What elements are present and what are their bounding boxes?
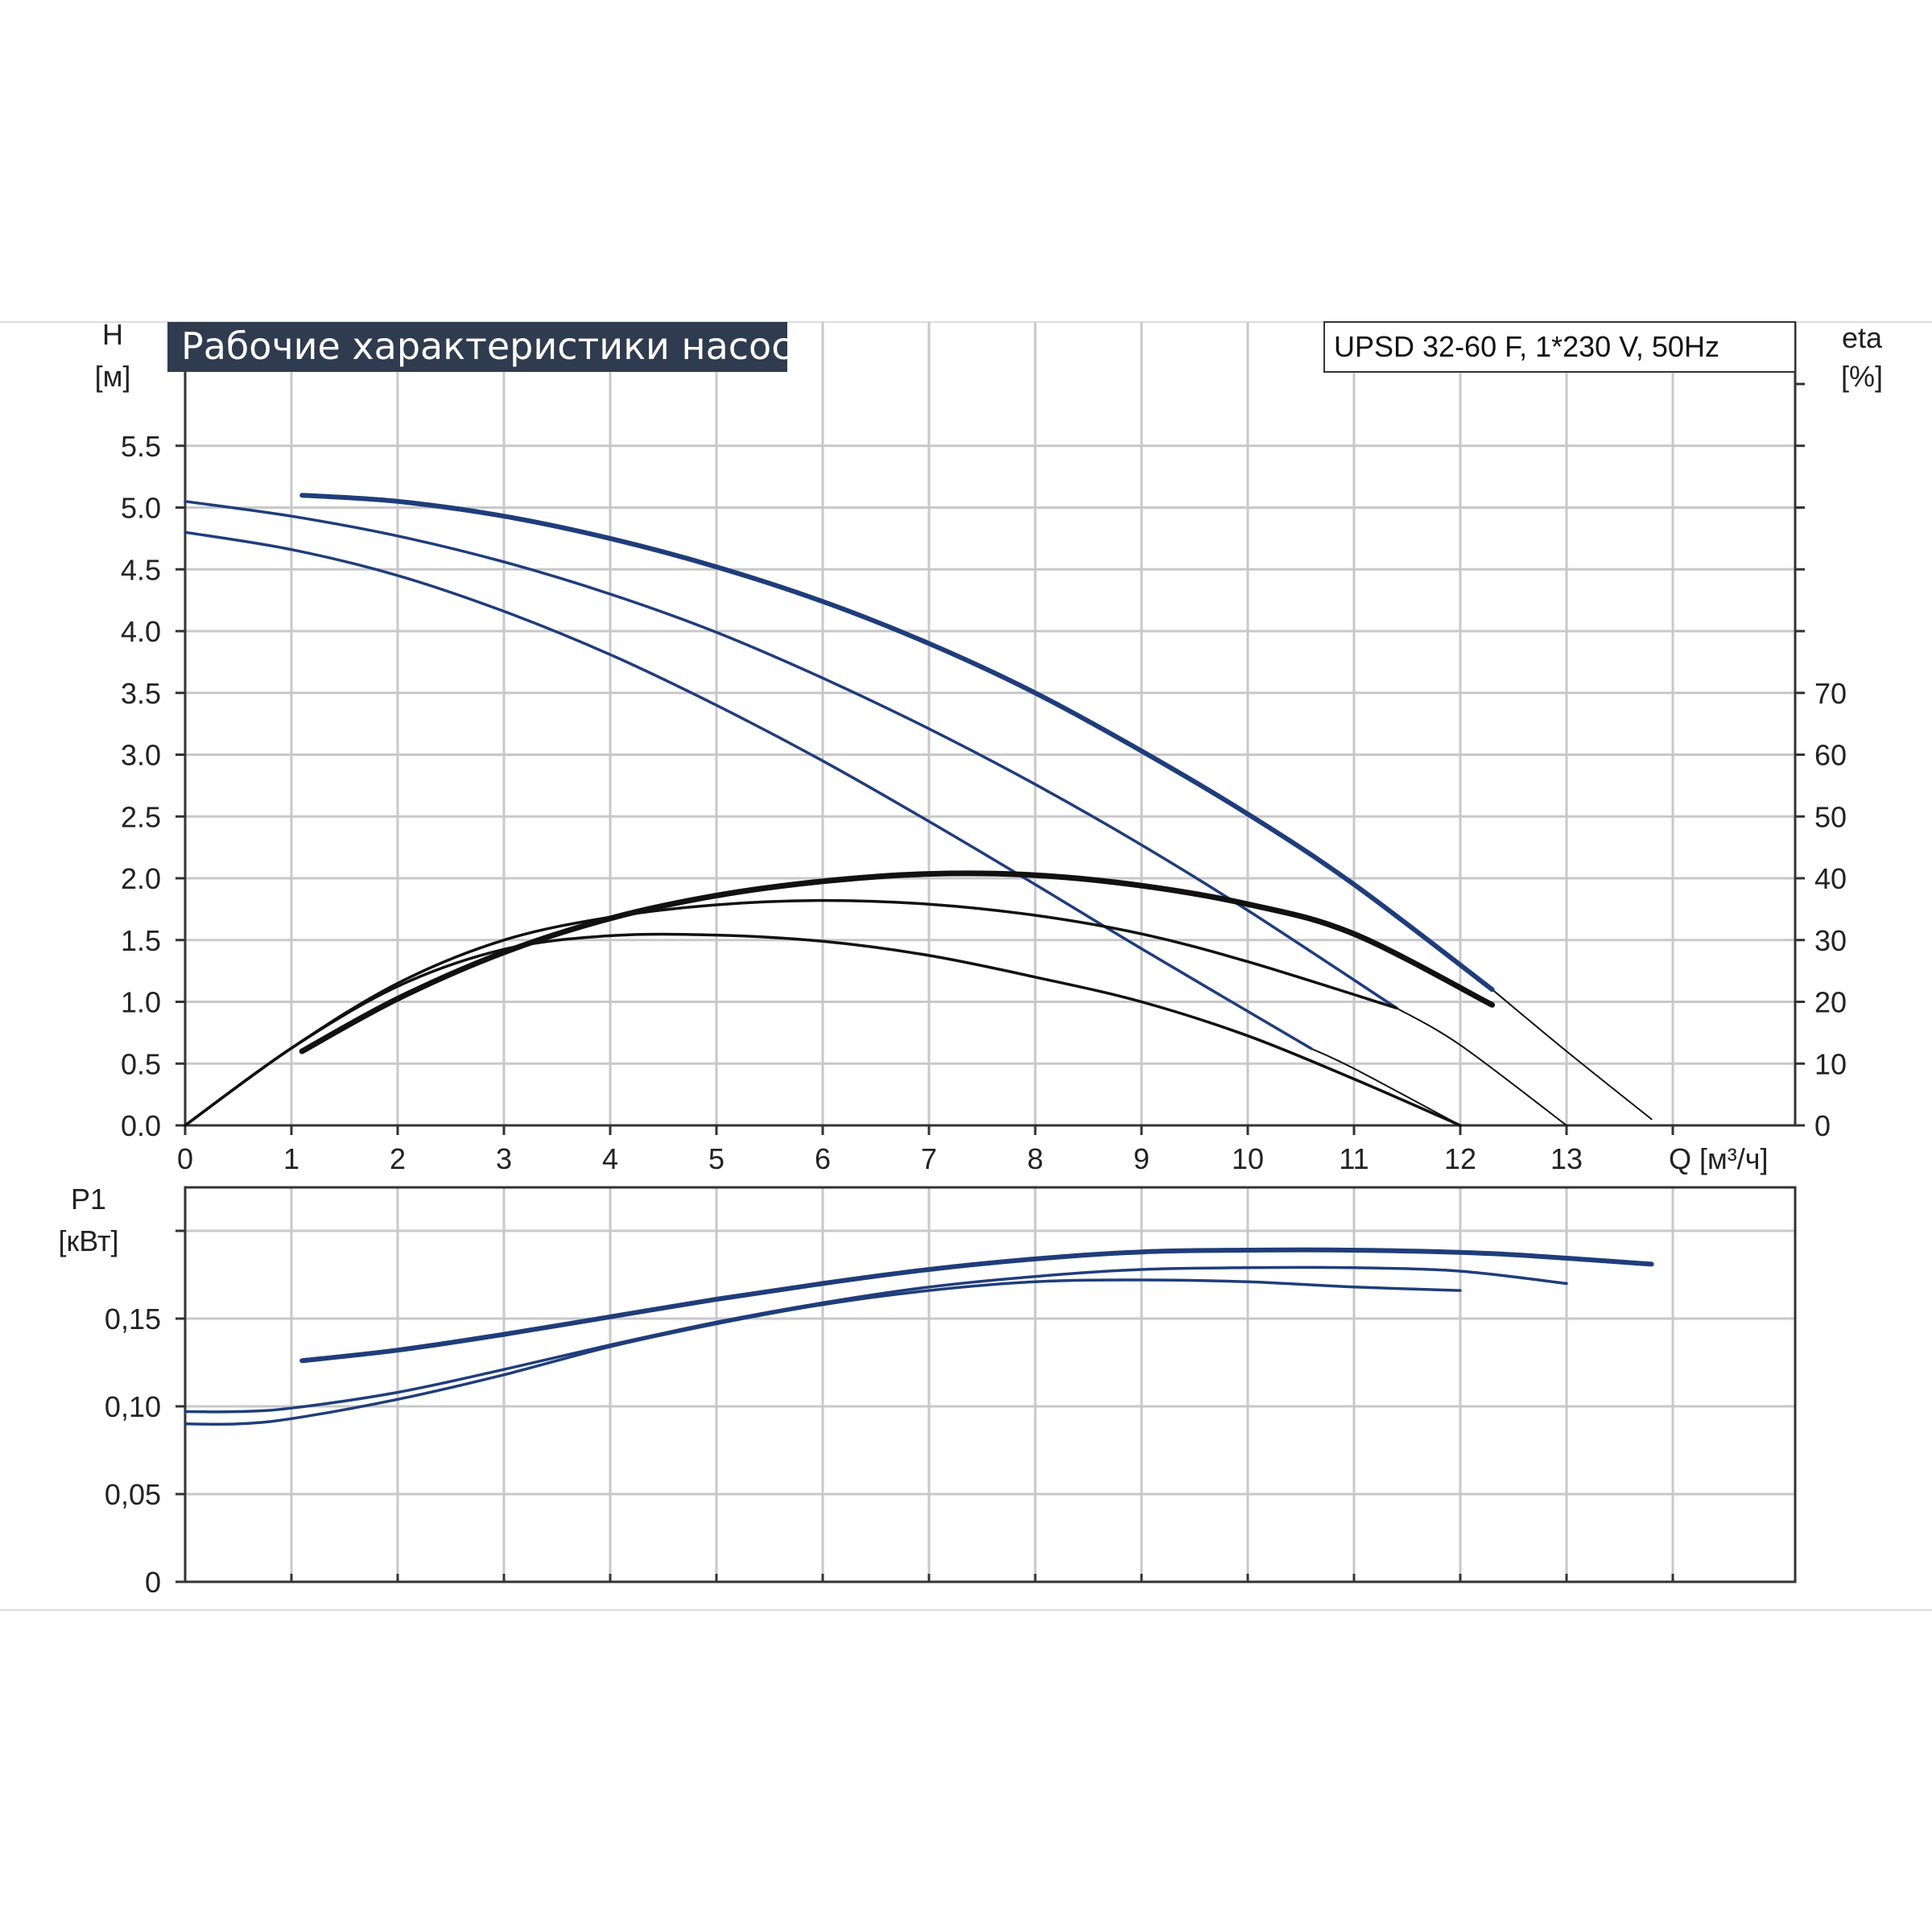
y-tick-label: 4.0: [121, 615, 161, 648]
efficiency-curve: [299, 870, 1496, 1055]
power-y-tick-label: 0: [145, 1566, 161, 1599]
y-axis-unit-m: [м]: [95, 360, 131, 393]
x-tick-label: 4: [602, 1142, 618, 1175]
power-y-tick-label: 0,05: [105, 1478, 161, 1511]
power-plot-frame: [184, 1186, 1797, 1583]
system-curve: [1395, 1007, 1567, 1126]
x-tick-label: 1: [283, 1142, 299, 1175]
y2-tick-label: 20: [1814, 986, 1847, 1019]
system-curve: [1491, 989, 1653, 1121]
y2-tick-label: 50: [1814, 800, 1847, 833]
y2-tick-label: 30: [1814, 924, 1847, 957]
y-tick-label: 3.5: [121, 677, 161, 710]
y-tick-label: 1.5: [121, 924, 161, 957]
model-box-frame: [1323, 321, 1796, 373]
x-tick-label: 5: [708, 1142, 724, 1175]
axes: [184, 322, 1797, 1583]
x-tick-label: 8: [1027, 1142, 1043, 1175]
y-tick-label: 1.0: [121, 986, 161, 1019]
chart-subtitle: UPSD 32-60 F, 1*230 V, 50Hz: [1334, 330, 1719, 363]
y-tick-label: 0.5: [121, 1047, 161, 1080]
x-tick-label: 2: [390, 1142, 406, 1175]
title-background: [167, 322, 787, 372]
system-curve: [1311, 1047, 1461, 1126]
data-series: [184, 493, 1654, 1426]
power-y-tick-label: 0,10: [105, 1390, 161, 1423]
y2-tick-label: 0: [1814, 1109, 1831, 1142]
y-tick-label: 5.0: [121, 492, 161, 525]
y2-tick-label: 10: [1814, 1047, 1847, 1080]
y-tick-label: 0.0: [121, 1109, 161, 1142]
y2-tick-label: 70: [1814, 677, 1847, 710]
y2-axis-title-eta: eta: [1842, 321, 1883, 354]
x-tick-label: 3: [496, 1142, 512, 1175]
power-curve: [184, 1278, 1462, 1426]
x-tick-label: 13: [1550, 1142, 1583, 1175]
power-y-tick-label: 0,15: [105, 1302, 161, 1335]
power-axis-title-p1: P1: [71, 1183, 106, 1216]
y2-tick-label: 40: [1814, 862, 1847, 895]
head-plot-frame: [184, 322, 1797, 1127]
y-tick-label: 5.5: [121, 430, 161, 463]
head-curve: [184, 530, 1313, 1051]
efficiency-curve: [184, 898, 1398, 1127]
x-axis-title: Q [м³/ч]: [1669, 1142, 1769, 1175]
ticks: 0 1 2 3 4 5 6 7 8 9 10 11 12 130.00.51.01.52.02.53.03…: [105, 382, 1847, 1599]
head-curve: [299, 493, 1495, 993]
y-tick-label: 4.5: [121, 553, 161, 586]
x-tick-label: 7: [921, 1142, 937, 1175]
x-tick-label: 9: [1133, 1142, 1150, 1175]
power-curve: [184, 1265, 1568, 1414]
y2-axis-unit-percent: [%]: [1841, 360, 1883, 393]
model-box: UPSD 32-60 F, 1*230 V, 50Hz: [1323, 321, 1796, 373]
title-box: Рабочие характеристики насоса: [167, 322, 815, 372]
power-axis-unit-kw: [кВт]: [58, 1224, 118, 1257]
y-axis-title-h: H: [102, 318, 123, 351]
x-tick-label: 0: [177, 1142, 193, 1175]
x-tick-label: 6: [815, 1142, 831, 1175]
head-curve: [184, 500, 1398, 1009]
y-tick-label: 2.5: [121, 800, 161, 833]
y-tick-label: 3.0: [121, 739, 161, 772]
efficiency-curve: [184, 932, 1462, 1127]
y2-tick-label: 60: [1814, 739, 1847, 772]
x-tick-label: 10: [1232, 1142, 1264, 1175]
chart-title: Рабочие характеристики насоса: [181, 324, 815, 368]
y-tick-label: 2.0: [121, 862, 161, 895]
grid-lines: [185, 322, 1795, 1582]
x-tick-label: 11: [1339, 1142, 1368, 1175]
x-tick-label: 12: [1444, 1142, 1476, 1175]
power-curve: [299, 1247, 1654, 1364]
